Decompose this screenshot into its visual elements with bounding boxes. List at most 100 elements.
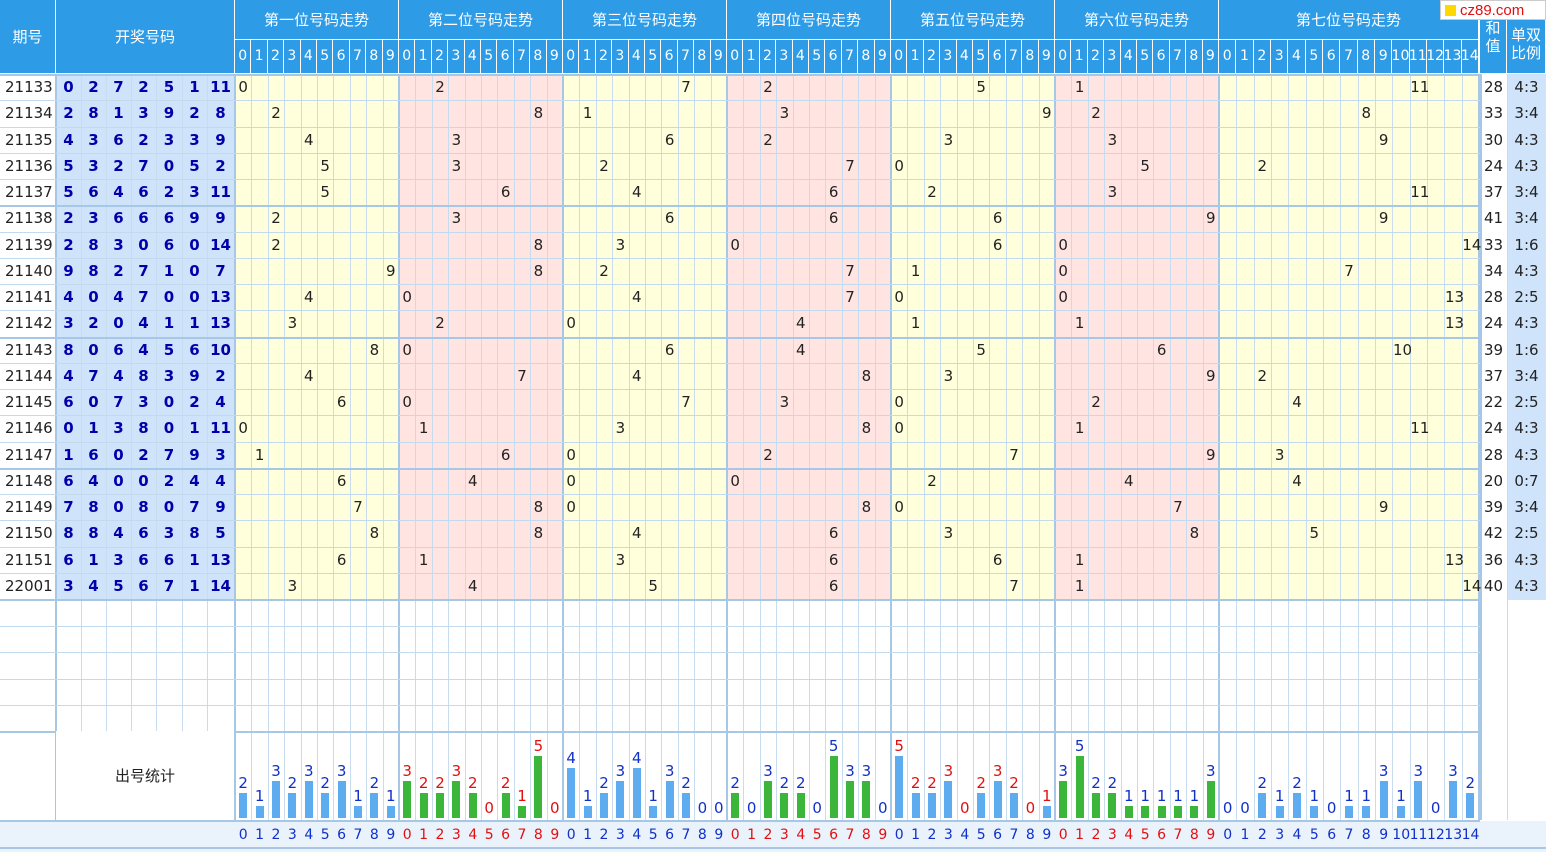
drawn-number: 2 [189, 104, 200, 123]
drawn-number: 6 [63, 393, 74, 411]
count-value: 1 [1396, 786, 1406, 805]
drawn-number: 9 [215, 498, 226, 516]
trend-mark: 9 [1206, 366, 1216, 385]
digit-header: 1 [907, 40, 924, 74]
digit-header: 3 [940, 40, 957, 74]
ratio-cell: 3:4 [1514, 366, 1539, 385]
grid-vline [1375, 74, 1376, 820]
trend-mark: 0 [894, 498, 904, 516]
trend-mark: 5 [320, 156, 330, 175]
digit-header: 3 [284, 40, 301, 74]
trend-mark: 0 [238, 419, 248, 438]
grid-hline [0, 546, 1480, 548]
footer-digit: 8 [1189, 827, 1199, 843]
grid-vline [366, 74, 368, 820]
drawn-number: 5 [113, 576, 124, 595]
grid-vline [1054, 74, 1056, 820]
position-7-header: 第七位号码走势 [1219, 0, 1479, 40]
grid-vline [382, 74, 384, 820]
digit-header: 4 [792, 40, 809, 74]
trend-mark: 0 [566, 498, 576, 516]
digit-header: 8 [1022, 40, 1039, 74]
trend-mark: 9 [1206, 209, 1216, 228]
count-value: 1 [1173, 786, 1183, 805]
count-bar [1059, 780, 1068, 818]
grid-vline [628, 74, 630, 820]
trend-mark: 6 [828, 576, 839, 595]
grid-vline [776, 74, 778, 820]
digit-header: 4 [300, 40, 317, 74]
grid-hline [0, 441, 1480, 443]
count-bar [616, 780, 625, 818]
drawn-number: 4 [63, 130, 74, 149]
trend-mark: 8 [533, 524, 544, 543]
footer-digit: 0 [730, 827, 740, 843]
trend-mark: 6 [336, 471, 347, 490]
trend-mark: 2 [927, 183, 937, 201]
footer-digit: 10 [1392, 827, 1411, 843]
drawn-number: 6 [163, 209, 175, 228]
drawn-number: 2 [63, 209, 74, 228]
drawn-number: 5 [189, 156, 200, 175]
period-cell: 21148 [5, 471, 53, 490]
drawn-number: 5 [163, 78, 175, 96]
drawn-number: 1 [88, 550, 99, 569]
digit-header: 0 [399, 40, 416, 74]
drawn-number: 8 [63, 524, 74, 543]
count-value: 3 [845, 761, 855, 780]
drawn-number: 7 [163, 576, 175, 595]
drawn-number: 4 [113, 183, 124, 201]
footer-digit: 7 [517, 827, 527, 843]
drawn-number: 4 [138, 314, 149, 333]
count-value: 0 [812, 799, 822, 817]
footer-digit: 2 [927, 827, 937, 843]
count-value: 2 [320, 774, 330, 793]
drawn-number: 4 [113, 366, 124, 385]
trend-mark: 5 [976, 78, 986, 96]
ratio-column-bg [1507, 74, 1546, 600]
digit-header: 0 [563, 40, 580, 74]
trend-mark: 1 [582, 104, 593, 123]
ratio-cell: 4:3 [1514, 130, 1539, 149]
trend-mark: 1 [1074, 78, 1085, 96]
digit-header: 3 [448, 40, 465, 74]
trend-mark: 0 [730, 471, 740, 490]
digit-header: 0 [727, 40, 744, 74]
grid-vline [612, 74, 614, 820]
footer-digit: 3 [1107, 827, 1117, 843]
site-logo[interactable]: cz89.com [1440, 0, 1546, 20]
grid-hline [0, 389, 1480, 390]
logo-text: cz89.com [1460, 1, 1525, 19]
count-value: 1 [1361, 786, 1372, 805]
sum-cell: 20 [1483, 471, 1504, 490]
trend-mark: 6 [828, 183, 839, 201]
ratio-cell: 1:6 [1514, 340, 1539, 359]
digit-header: 7 [1005, 40, 1023, 74]
trend-mark: 7 [1173, 498, 1183, 516]
trend-mark: 2 [599, 261, 609, 280]
footer-digit: 2 [435, 827, 445, 843]
drawn-number: 0 [63, 419, 74, 438]
grid-hline [0, 152, 1480, 154]
count-value: 2 [681, 774, 691, 793]
drawn-number: 1 [113, 104, 124, 123]
trend-mark: 13 [1445, 314, 1465, 333]
drawn-number: 13 [210, 550, 231, 569]
footer-digit: 4 [468, 827, 478, 843]
trend-mark: 7 [845, 156, 855, 175]
grid-vline [595, 74, 597, 820]
drawn-number: 0 [113, 498, 124, 516]
count-bar [518, 805, 526, 818]
drawn-number: 0 [163, 393, 175, 411]
ratio-header-line2: 比例 [1510, 43, 1541, 62]
count-value: 3 [992, 761, 1003, 780]
trend-mark: 6 [992, 235, 1003, 254]
digit-header: 7 [1169, 40, 1187, 74]
trend-mark: 9 [1378, 209, 1389, 228]
footer-digit: 1 [1075, 827, 1085, 843]
ratio-cell: 3:4 [1514, 104, 1539, 123]
digit-header: 5 [1137, 40, 1154, 74]
grid-vline [726, 74, 728, 820]
digit-header: 4 [464, 40, 481, 74]
count-value: 1 [1156, 786, 1167, 805]
